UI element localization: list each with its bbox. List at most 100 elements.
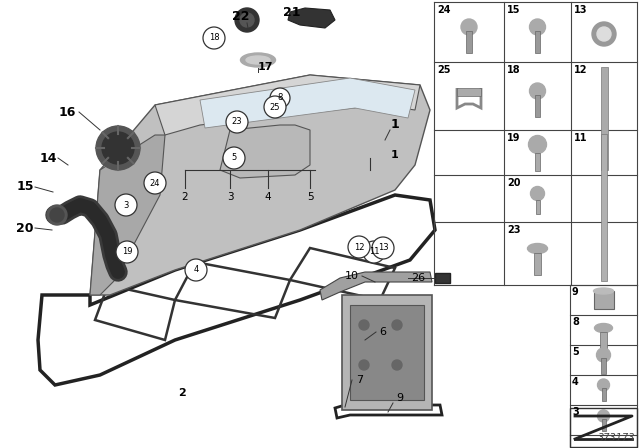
Text: 20: 20 xyxy=(16,221,34,234)
Circle shape xyxy=(240,13,254,27)
Text: 5: 5 xyxy=(572,347,579,357)
Text: 3: 3 xyxy=(572,407,579,417)
Polygon shape xyxy=(90,135,165,295)
Circle shape xyxy=(96,126,140,170)
Circle shape xyxy=(47,205,67,225)
Text: 7: 7 xyxy=(356,375,364,385)
Bar xyxy=(601,134,607,281)
Polygon shape xyxy=(220,125,310,178)
Polygon shape xyxy=(90,75,430,295)
Text: 9: 9 xyxy=(572,287,579,297)
Circle shape xyxy=(597,27,611,41)
Text: 9: 9 xyxy=(396,393,404,403)
Text: 2: 2 xyxy=(182,192,188,202)
Circle shape xyxy=(529,135,547,154)
Circle shape xyxy=(264,96,286,118)
Text: 10: 10 xyxy=(345,271,359,281)
Text: 8: 8 xyxy=(277,94,283,103)
Text: 18: 18 xyxy=(507,65,520,75)
Text: 24: 24 xyxy=(150,178,160,188)
Circle shape xyxy=(592,22,616,46)
Text: 11: 11 xyxy=(574,133,588,143)
Circle shape xyxy=(144,172,166,194)
Text: 14: 14 xyxy=(39,151,57,164)
Bar xyxy=(457,88,481,96)
Ellipse shape xyxy=(241,53,275,67)
Circle shape xyxy=(598,410,609,422)
Ellipse shape xyxy=(246,56,270,64)
Bar xyxy=(535,154,540,172)
Text: 13: 13 xyxy=(378,244,388,253)
Bar xyxy=(602,388,605,401)
Text: 13: 13 xyxy=(574,5,588,15)
Circle shape xyxy=(102,132,134,164)
Bar xyxy=(600,332,607,350)
Text: 5: 5 xyxy=(232,154,237,163)
Circle shape xyxy=(531,186,545,201)
Ellipse shape xyxy=(527,244,547,254)
Polygon shape xyxy=(155,75,420,135)
Text: 15: 15 xyxy=(507,5,520,15)
Text: 20: 20 xyxy=(507,178,520,188)
Text: 21: 21 xyxy=(284,7,301,20)
Text: 22: 22 xyxy=(232,10,250,23)
Text: 19: 19 xyxy=(122,247,132,257)
Bar xyxy=(534,254,541,276)
Circle shape xyxy=(598,379,609,391)
Circle shape xyxy=(223,147,245,169)
Text: 11: 11 xyxy=(369,247,380,257)
Circle shape xyxy=(235,8,259,32)
Ellipse shape xyxy=(593,288,614,294)
Bar xyxy=(602,419,605,431)
Text: 25: 25 xyxy=(269,103,280,112)
Text: 18: 18 xyxy=(209,34,220,43)
Bar xyxy=(342,295,432,410)
Circle shape xyxy=(363,241,385,263)
Text: 2: 2 xyxy=(178,388,186,398)
Text: 12: 12 xyxy=(574,65,588,75)
Circle shape xyxy=(372,237,394,259)
Text: 4: 4 xyxy=(265,192,271,202)
Text: 3: 3 xyxy=(227,192,234,202)
Circle shape xyxy=(265,97,285,117)
Polygon shape xyxy=(288,8,335,28)
Bar xyxy=(536,201,540,215)
Text: 25: 25 xyxy=(437,65,451,75)
Text: 1: 1 xyxy=(391,150,399,160)
Circle shape xyxy=(529,83,545,99)
Text: 4: 4 xyxy=(572,377,579,387)
Polygon shape xyxy=(200,78,415,128)
Text: 5: 5 xyxy=(307,192,314,202)
Circle shape xyxy=(348,236,370,258)
Circle shape xyxy=(185,259,207,281)
Circle shape xyxy=(115,194,137,216)
Polygon shape xyxy=(320,272,432,300)
Bar xyxy=(435,273,450,283)
Text: 24: 24 xyxy=(437,5,451,15)
Circle shape xyxy=(359,320,369,330)
Circle shape xyxy=(226,111,248,133)
Text: 12: 12 xyxy=(354,242,364,251)
Bar xyxy=(570,408,637,447)
Circle shape xyxy=(116,241,138,263)
Text: 19: 19 xyxy=(507,133,520,143)
Circle shape xyxy=(203,27,225,49)
Circle shape xyxy=(50,208,64,222)
Bar xyxy=(600,67,607,170)
Text: 15: 15 xyxy=(16,181,34,194)
Text: 17: 17 xyxy=(257,62,273,72)
Text: 26: 26 xyxy=(411,273,425,283)
Circle shape xyxy=(392,320,402,330)
Bar xyxy=(535,31,540,53)
Bar xyxy=(535,95,540,117)
Text: 1: 1 xyxy=(390,119,399,132)
Ellipse shape xyxy=(595,323,612,332)
Circle shape xyxy=(596,348,611,362)
Text: 4: 4 xyxy=(193,266,198,275)
Circle shape xyxy=(270,88,290,108)
Text: 373173: 373173 xyxy=(598,433,635,443)
Circle shape xyxy=(392,360,402,370)
Circle shape xyxy=(461,19,477,35)
Bar xyxy=(601,358,606,375)
Bar xyxy=(466,31,472,53)
